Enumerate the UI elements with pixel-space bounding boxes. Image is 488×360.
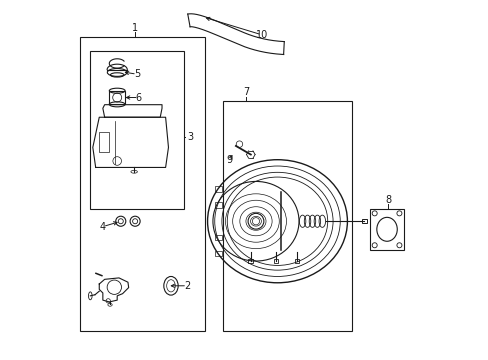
Text: 1: 1 <box>132 23 138 33</box>
Text: 6: 6 <box>135 93 142 103</box>
Bar <box>273 259 277 263</box>
Text: 7: 7 <box>243 87 249 97</box>
Bar <box>80 37 204 330</box>
Bar <box>294 259 299 263</box>
Bar <box>248 259 252 263</box>
Bar <box>214 186 222 192</box>
Bar <box>361 219 366 224</box>
Bar <box>214 202 222 208</box>
Text: 5: 5 <box>134 69 140 79</box>
Text: 8: 8 <box>384 195 390 205</box>
Text: 10: 10 <box>255 30 267 40</box>
Bar <box>369 209 403 250</box>
Text: 9: 9 <box>225 155 232 165</box>
Bar <box>214 234 222 240</box>
Text: 3: 3 <box>187 132 193 142</box>
Text: 2: 2 <box>183 281 190 291</box>
Bar <box>90 51 183 209</box>
Text: 4: 4 <box>100 222 106 231</box>
Bar <box>214 251 222 256</box>
Bar <box>223 101 351 330</box>
Bar <box>99 132 109 152</box>
Bar <box>109 91 125 104</box>
